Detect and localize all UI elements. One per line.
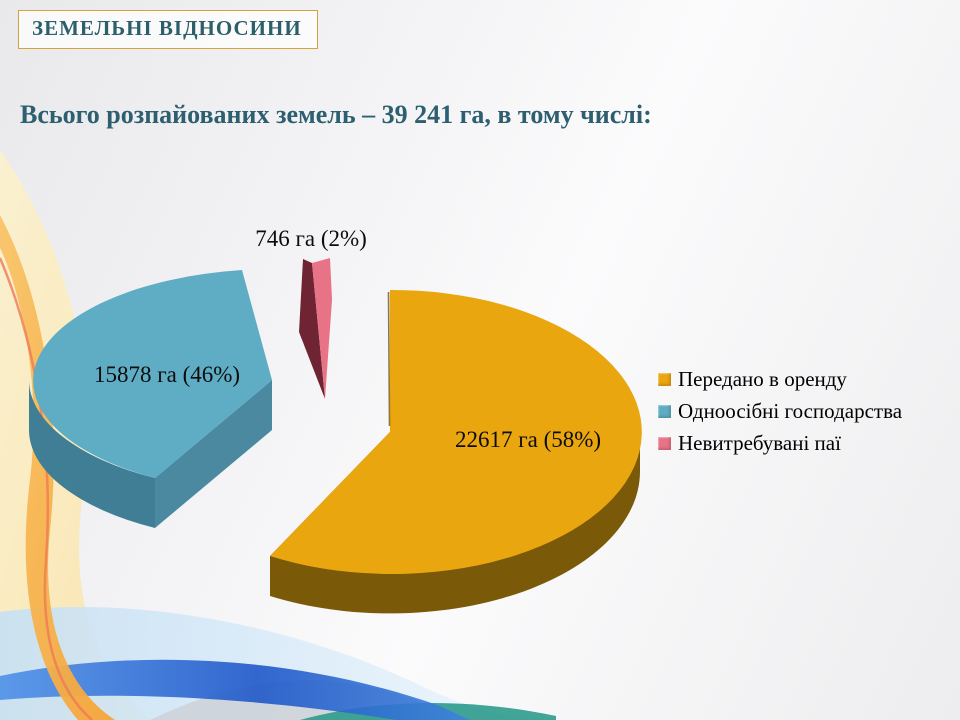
slide-title: ЗЕМЕЛЬНІ ВІДНОСИНИ (32, 16, 302, 40)
legend-swatch-individual (658, 405, 671, 418)
decor-red-line (0, 257, 93, 720)
orange-notch-edge (387, 291, 391, 427)
data-label-leased: 22617 га (58%) (454, 427, 602, 452)
legend-swatch-leased (658, 373, 671, 386)
decor-blue-streak (0, 659, 470, 720)
blue-slice-rim-side (29, 380, 155, 528)
legend-label-leased: Передано в оренду (678, 367, 847, 391)
slide-subtitle: Всього розпайованих земель – 39 241 га, … (20, 100, 652, 129)
pink-slice-side (299, 259, 325, 399)
legend-item-leased: Передано в оренду (658, 369, 902, 390)
orange-slice-rim-side (270, 432, 640, 614)
legend-item-unclaimed: Невитребувані паї (658, 433, 902, 454)
data-label-unclaimed: 746 га (2%) (255, 226, 367, 251)
blue-slice-top (33, 270, 272, 478)
pie-slice-individual-farms (29, 270, 272, 528)
legend-label-unclaimed: Невитребувані паї (678, 431, 841, 455)
blue-slice-radial-side (155, 380, 272, 528)
legend-label-individual: Одноосібні господарства (678, 399, 903, 423)
data-label-individual: 15878 га (46%) (93, 362, 241, 387)
slide-title-box: ЗЕМЕЛЬНІ ВІДНОСИНИ (18, 10, 318, 49)
legend-swatch-unclaimed (658, 437, 671, 450)
pie-slice-leased (270, 289, 642, 614)
pink-slice-top (312, 258, 332, 399)
legend-item-individual: Одноосібні господарства (658, 401, 902, 422)
orange-slice-top (270, 289, 642, 574)
pie-slice-unclaimed-shares (299, 258, 332, 399)
chart-legend: Передано в оренду Одноосібні господарств… (658, 369, 902, 454)
